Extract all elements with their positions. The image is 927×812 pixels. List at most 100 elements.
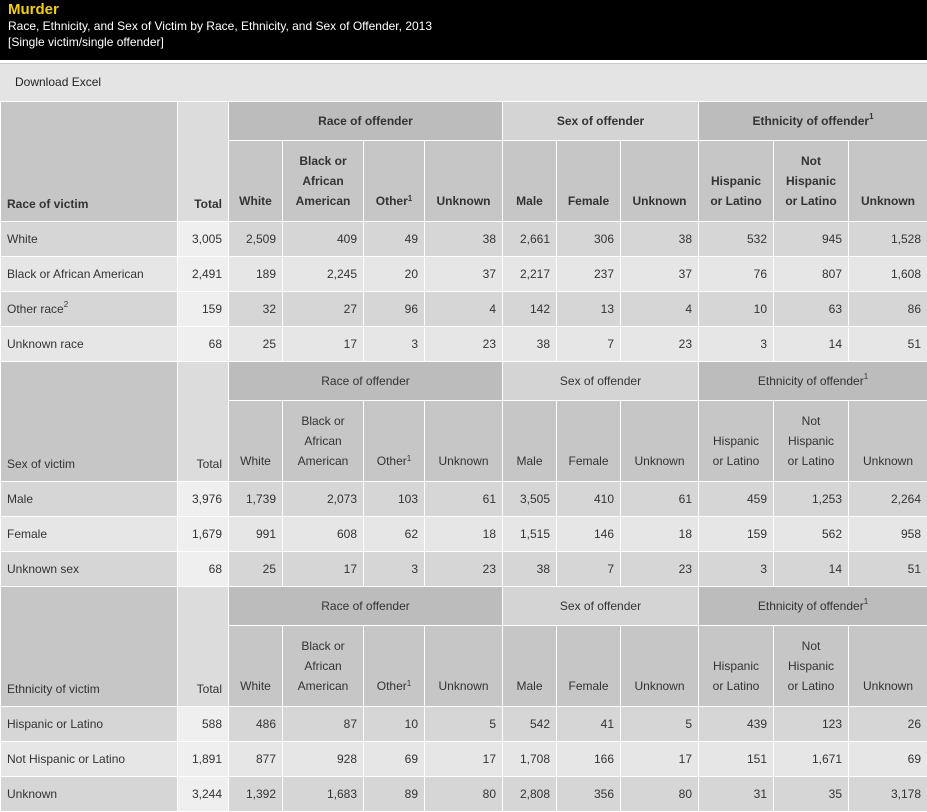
cell-value: 18 [425,517,503,552]
cell-value: 945 [774,222,849,257]
cell-value: 2,808 [503,777,557,812]
col-white: White [229,626,283,707]
header-text: White [239,194,272,208]
cell-value: 2,509 [229,222,283,257]
cell-total: 1,891 [178,742,229,777]
col-hispanic-or-latino: Hispanic or Latino [699,401,774,482]
cell-value: 4 [621,292,699,327]
cell-value: 76 [699,257,774,292]
header-text: Unknown [438,679,488,693]
header-text: Female [568,194,609,208]
footnote-marker: 1 [407,679,411,688]
cell-value: 7 [557,552,621,587]
report-title: Murder [8,0,919,18]
cell-value: 20 [364,257,425,292]
cell-value: 3 [699,552,774,587]
cell-value: 25 [229,552,283,587]
cell-value: 486 [229,707,283,742]
col-female: Female [557,401,621,482]
group-sex-of-offender: Sex of offender [503,102,699,141]
col-unknown: Unknown [621,626,699,707]
cell-value: 61 [425,482,503,517]
header-text: Hispanic [713,434,759,448]
header-text: Male [516,454,542,468]
col-unknown: Unknown [425,141,503,222]
col-female: Female [557,141,621,222]
col-white: White [229,141,283,222]
cell-value: 928 [283,742,364,777]
header-text: African [304,434,341,448]
row-label: Male [1,482,178,517]
header-text: Unknown [438,454,488,468]
cell-value: 958 [849,517,927,552]
cell-value: 1,515 [503,517,557,552]
cell-value: 2,217 [503,257,557,292]
header-text: Not [802,639,821,653]
header-text: or Latino [713,454,760,468]
cell-value: 3 [364,552,425,587]
header-text: Not [801,154,821,168]
cell-value: 27 [283,292,364,327]
row-label: Not Hispanic or Latino [1,742,178,777]
cell-value: 439 [699,707,774,742]
cell-value: 61 [621,482,699,517]
cell-total: 159 [178,292,229,327]
cell-value: 69 [849,742,927,777]
cell-value: 37 [425,257,503,292]
cell-value: 1,671 [774,742,849,777]
group-race-of-offender: Race of offender [229,362,503,401]
cell-value: 7 [557,327,621,362]
header-text: American [296,194,351,208]
cell-value: 69 [364,742,425,777]
cell-total: 68 [178,327,229,362]
cell-value: 2,073 [283,482,364,517]
header-text: Black or [301,414,344,428]
header-text: African [302,174,343,188]
cell-value: 4 [425,292,503,327]
col-male: Male [503,626,557,707]
col-unknown: Unknown [849,141,927,222]
cell-value: 562 [774,517,849,552]
cell-value: 159 [699,517,774,552]
cell-value: 1,708 [503,742,557,777]
header-text: Other [377,454,407,468]
cell-total: 3,244 [178,777,229,812]
row-label: Unknown sex [1,552,178,587]
header-text: American [298,679,349,693]
group-race-of-offender: Race of offender [229,102,503,141]
header-text: Female [568,679,608,693]
header-text: Black or [301,639,344,653]
cell-value: 17 [283,327,364,362]
header-text: Unknown [863,454,913,468]
col-other: Other1 [364,401,425,482]
cell-value: 23 [621,552,699,587]
group-sex-of-offender: Sex of offender [503,587,699,626]
cell-value: 1,683 [283,777,364,812]
cell-value: 23 [425,327,503,362]
cell-value: 410 [557,482,621,517]
cell-value: 31 [699,777,774,812]
cell-value: 13 [557,292,621,327]
cell-value: 51 [849,327,927,362]
row-label: White [1,222,178,257]
group-sex-of-offender: Sex of offender [503,362,699,401]
download-excel-link[interactable]: Download Excel [0,63,927,101]
cell-total: 2,491 [178,257,229,292]
cell-value: 409 [283,222,364,257]
col-unknown: Unknown [425,401,503,482]
total-header: Total [178,362,229,482]
footnote-marker: 2 [64,300,68,309]
cell-value: 26 [849,707,927,742]
cell-value: 10 [699,292,774,327]
header-text: Hispanic [786,174,836,188]
cell-value: 306 [557,222,621,257]
cell-value: 17 [283,552,364,587]
header-text: American [298,454,349,468]
